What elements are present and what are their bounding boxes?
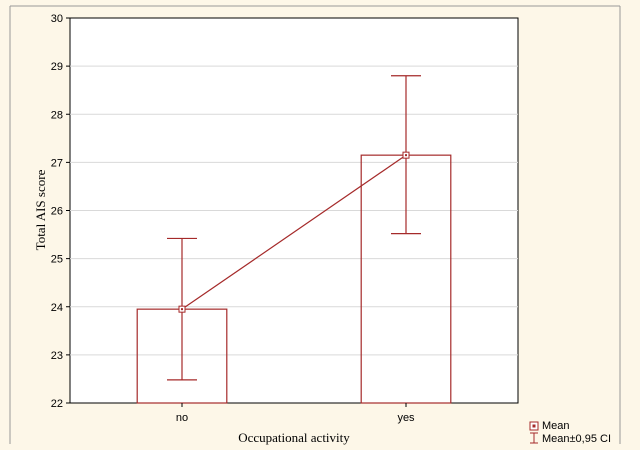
x-tick-label: yes <box>397 412 415 424</box>
gridlines <box>70 65 518 356</box>
y-tick-label: 23 <box>51 350 63 362</box>
mean-marker-dot <box>405 154 407 157</box>
y-axis-title: Total AIS score <box>33 169 48 250</box>
mean-line <box>178 151 410 313</box>
y-axis-ticks: 22 23 24 25 26 27 28 29 30 <box>51 13 70 410</box>
legend-mean-marker-dot <box>532 424 536 428</box>
x-axis-title: Occupational activity <box>238 430 350 445</box>
x-tick-label: no <box>176 412 188 424</box>
x-axis-ticks: no yes <box>176 403 415 424</box>
y-tick-label: 28 <box>51 109 63 121</box>
y-tick-label: 30 <box>51 13 63 25</box>
mean-marker-dot <box>181 308 183 311</box>
y-tick-label: 24 <box>51 302 63 314</box>
legend-mean-label: Mean <box>542 420 570 432</box>
y-tick-label: 22 <box>51 398 63 410</box>
y-tick-label: 29 <box>51 61 63 73</box>
y-tick-label: 26 <box>51 206 63 218</box>
mean-connector-line <box>181 154 407 310</box>
legend-ci-label: Mean±0,95 CI <box>542 433 611 445</box>
legend: Mean Mean±0,95 CI <box>529 420 611 445</box>
y-tick-label: 27 <box>51 157 63 169</box>
y-tick-label: 25 <box>51 254 63 266</box>
